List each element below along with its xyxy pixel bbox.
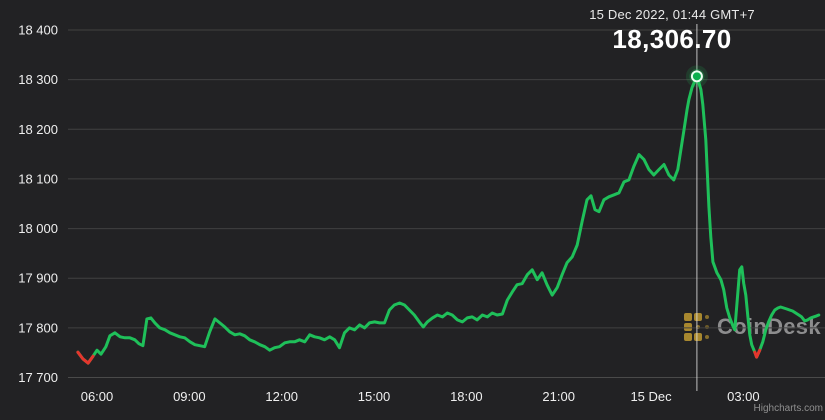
y-tick-label: 17 900: [18, 271, 58, 286]
x-tick-label: 06:00: [81, 389, 114, 404]
price-line-down-segment: [76, 350, 95, 365]
x-tick-label: 15 Dec: [630, 389, 672, 404]
peak-marker[interactable]: [690, 70, 703, 83]
y-tick-label: 18 300: [18, 72, 58, 87]
x-tick-label: 15:00: [358, 389, 391, 404]
x-tick-label: 03:00: [727, 389, 760, 404]
coindesk-c-icon: [684, 313, 712, 341]
price-line-down-segment: [753, 348, 762, 359]
price-line: [76, 74, 821, 365]
x-tick-label: 21:00: [542, 389, 575, 404]
x-tick-label: 12:00: [265, 389, 298, 404]
y-tick-label: 18 100: [18, 171, 58, 186]
y-tick-label: 17 700: [18, 370, 58, 385]
x-tick-label: 18:00: [450, 389, 483, 404]
y-tick-label: 18 400: [18, 23, 58, 38]
y-tick-label: 18 000: [18, 221, 58, 236]
y-tick-label: 17 800: [18, 320, 58, 335]
x-tick-label: 09:00: [173, 389, 206, 404]
y-tick-label: 18 200: [18, 122, 58, 137]
highcharts-credits-link[interactable]: Highcharts.com: [753, 403, 823, 414]
